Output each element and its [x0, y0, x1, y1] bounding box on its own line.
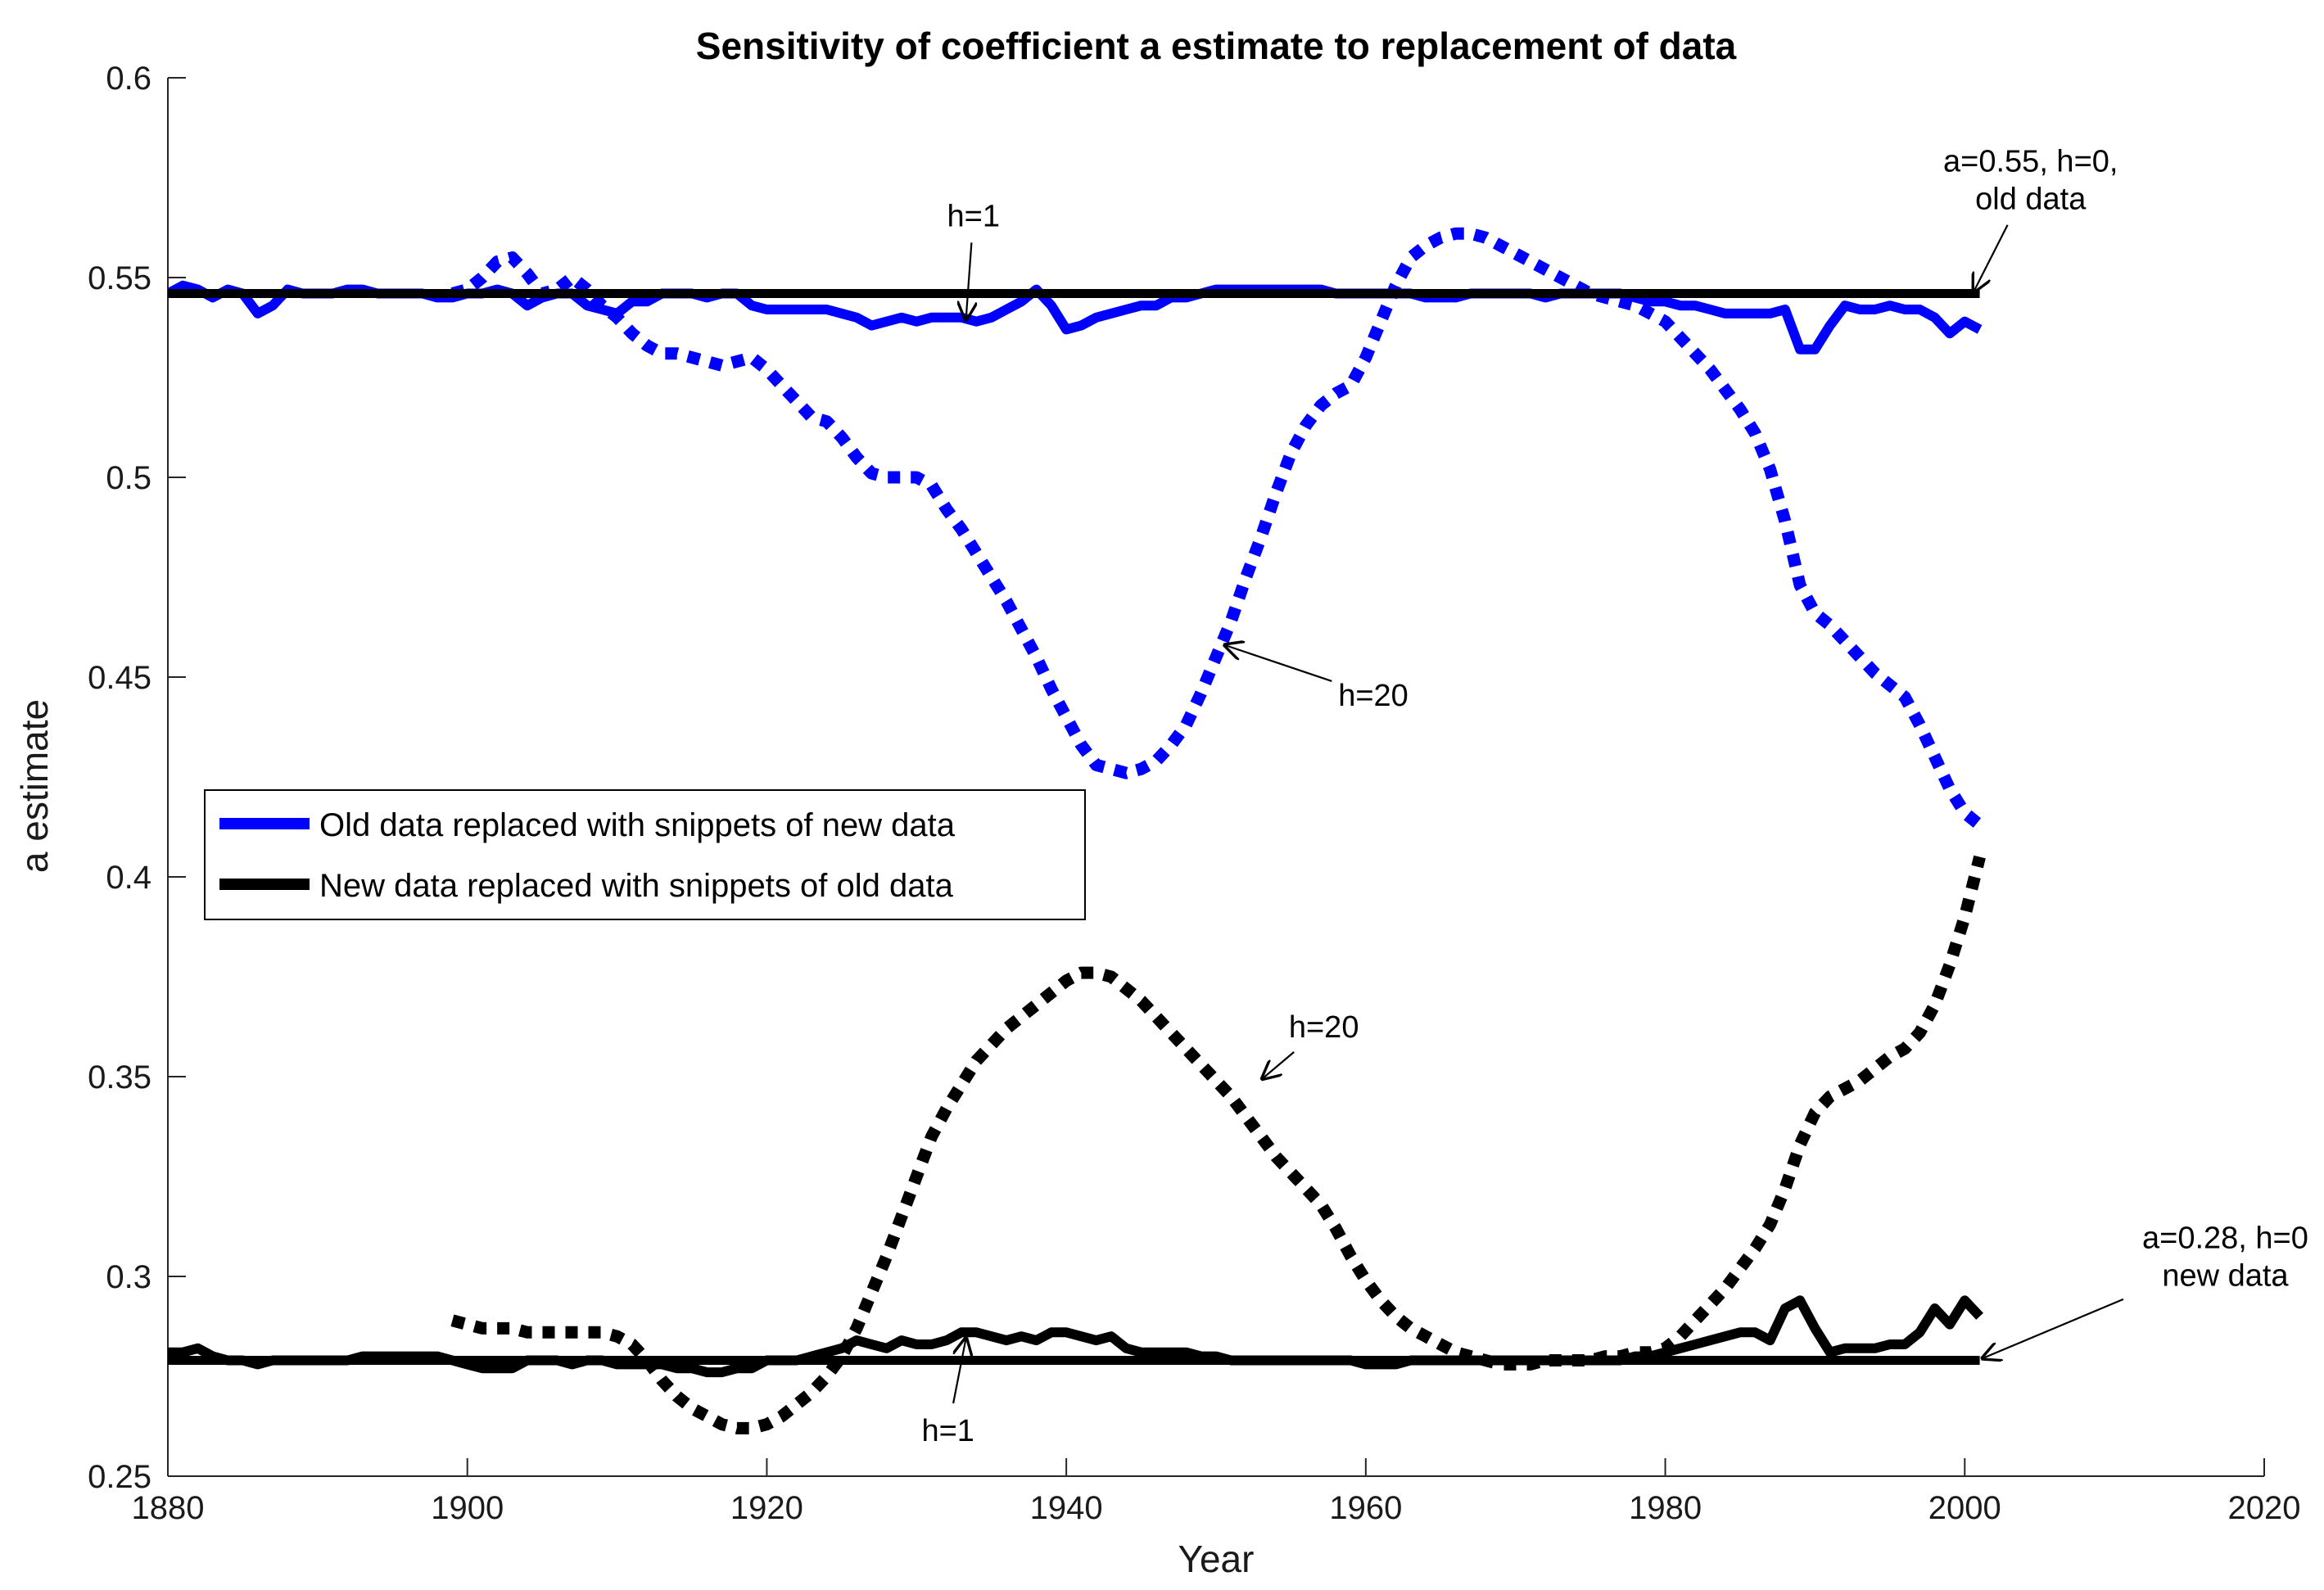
y-tick-label: 0.6	[106, 61, 151, 97]
y-tick-label: 0.5	[106, 460, 151, 496]
series-layer	[168, 227, 1986, 1434]
annotation-line: h=20	[1338, 679, 1408, 713]
annotation-text: h=1	[947, 199, 1000, 233]
axes: 1880 1900 1920 1940 1960 1980 2000 2020 0.25 0.3 0…	[88, 61, 2300, 1526]
series-line-3	[450, 227, 1984, 830]
annotation-arrow	[952, 1339, 966, 1404]
x-tick-label: 2020	[2228, 1490, 2301, 1526]
y-axis-label: a estimate	[13, 699, 56, 873]
annotation-layer: h=1 h=20 h=20 h=1 a=0.55, h=0, old data a=0.28…	[921, 144, 2308, 1448]
x-tick-label: 2000	[1928, 1490, 2001, 1526]
annotation-line: h=20	[1289, 1010, 1359, 1045]
x-tick-label: 1980	[1629, 1490, 1702, 1526]
annotation-line: h=1	[947, 199, 1000, 233]
legend: Old data replaced with snippets of new d…	[204, 789, 1086, 920]
y-tick-label: 0.35	[88, 1059, 151, 1095]
annotation-arrow	[1263, 1051, 1295, 1079]
y-tick-label: 0.45	[88, 660, 151, 696]
y-tick-label: 0.55	[88, 260, 151, 296]
annotation-arrow	[966, 242, 972, 319]
y-tick-label: 0.25	[88, 1459, 151, 1495]
x-tick-label: 1960	[1329, 1490, 1402, 1526]
legend-box	[204, 789, 1086, 920]
legend-label-new-data: New data replaced with snippets of old d…	[319, 868, 954, 904]
annotation-line: a=0.28, h=0	[2142, 1222, 2308, 1256]
annotation-text: a=0.28, h=0 new data	[2142, 1222, 2308, 1294]
x-tick-label: 1880	[132, 1490, 205, 1526]
annotation-text: h=1	[921, 1414, 974, 1448]
legend-label-old-data: Old data replaced with snippets of new d…	[319, 807, 956, 843]
annotation-line: old data	[1975, 182, 2087, 216]
annotation-arrow	[1974, 224, 2009, 291]
annotation-line: a=0.55, h=0,	[1943, 144, 2118, 178]
annotation-arrow	[1225, 645, 1332, 682]
annotation-line: new data	[2162, 1259, 2289, 1294]
chart-title: Sensitivity of coefficient a estimate to…	[696, 25, 1737, 67]
y-tick-label: 0.3	[106, 1259, 151, 1295]
annotation-text: h=20	[1338, 679, 1408, 713]
annotation-line: h=1	[921, 1414, 974, 1448]
x-tick-label: 1920	[730, 1490, 803, 1526]
x-tick-label: 1900	[431, 1490, 504, 1526]
annotation-arrow	[1983, 1298, 2124, 1358]
x-axis-label: Year	[1178, 1538, 1255, 1580]
annotation-text: a=0.55, h=0, old data	[1943, 144, 2118, 216]
y-tick-label: 0.4	[106, 860, 151, 896]
x-tick-label: 1940	[1030, 1490, 1103, 1526]
annotation-text: h=20	[1289, 1010, 1359, 1045]
series-line-4	[168, 1295, 1983, 1378]
